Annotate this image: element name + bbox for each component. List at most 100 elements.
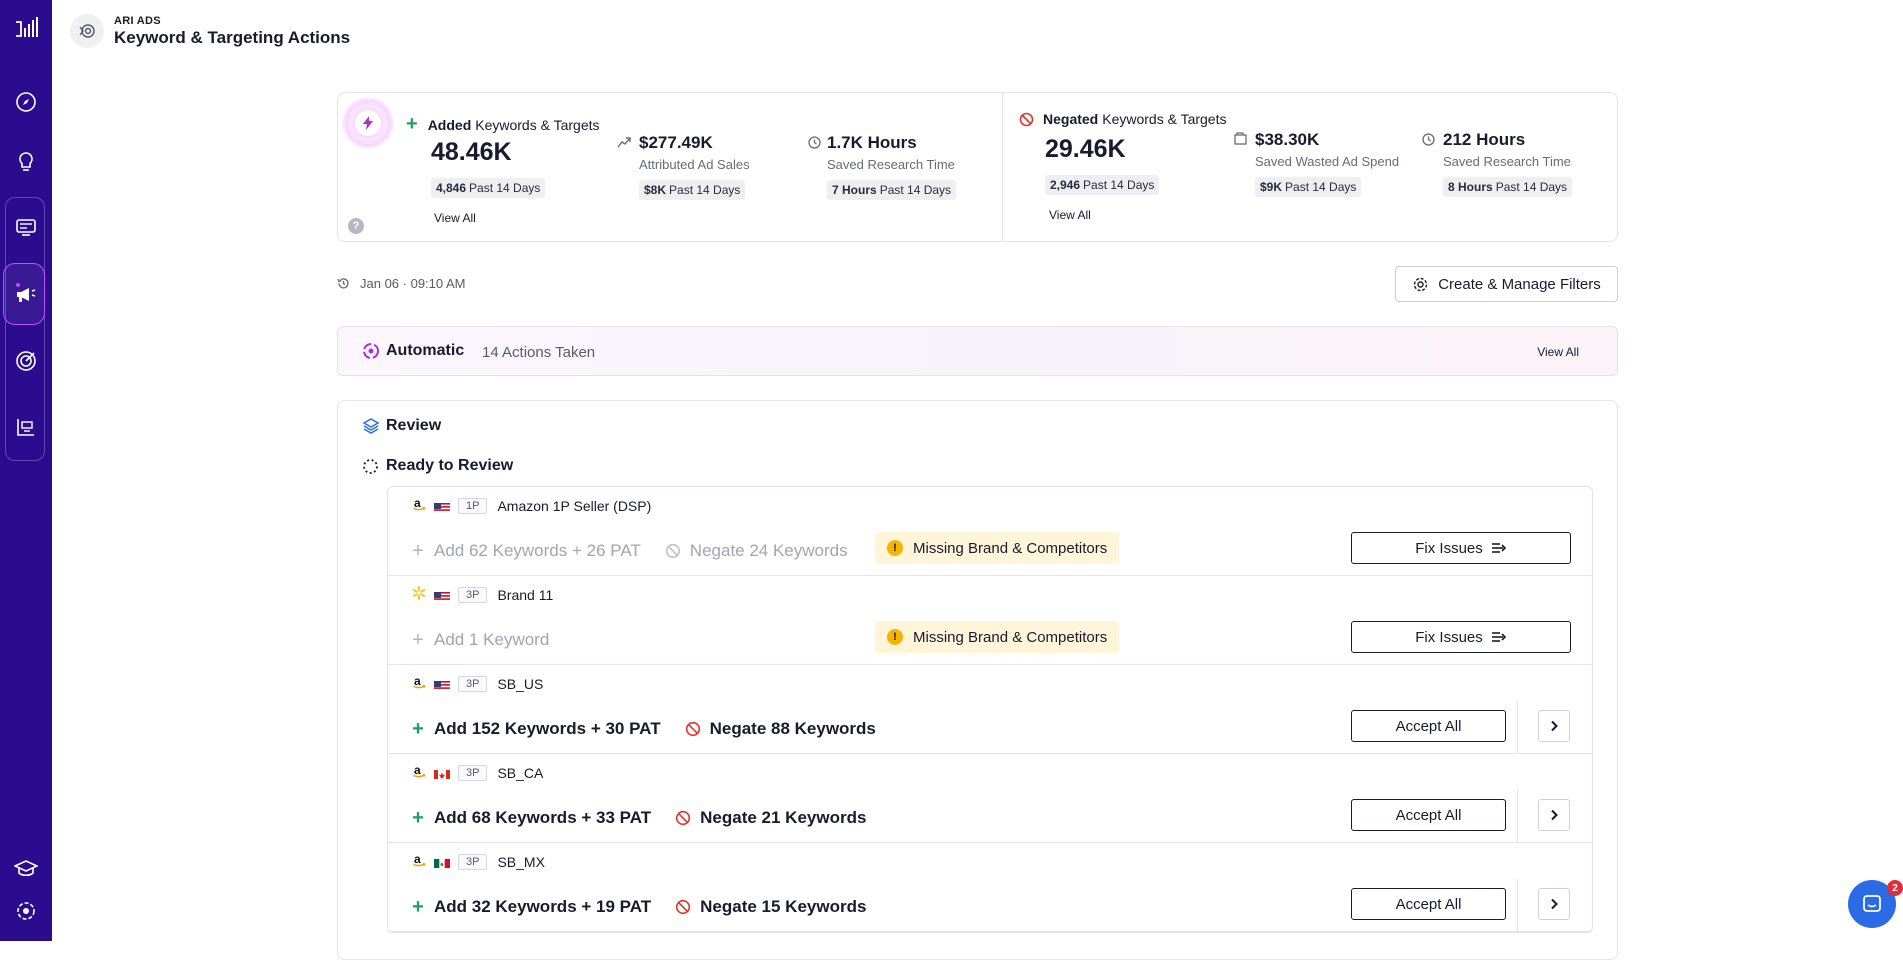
account-name: SB_CA: [497, 765, 544, 781]
plus-icon: +: [412, 895, 424, 918]
sales-period-pill: $8K Past 14 Days: [639, 180, 746, 200]
plus-icon: +: [412, 717, 424, 740]
chat-unread-badge: 2: [1887, 880, 1903, 896]
account-name: SB_US: [497, 676, 544, 692]
row-divider: [1517, 701, 1518, 754]
review-row: 3P Brand 11 + Add 1 Keyword ! Missing Brand &…: [388, 576, 1592, 665]
seller-type-chip: 3P: [458, 765, 488, 781]
automatic-view-all-link[interactable]: View All: [1537, 345, 1579, 359]
negate-keywords-action: Negate 21 Keywords: [675, 808, 866, 828]
seller-type-chip: 1P: [458, 498, 488, 514]
row-account-info: a 3P SB_US: [412, 674, 544, 693]
added-heading: + Added Keywords & Targets: [406, 113, 600, 135]
negate-keywords-action: Negate 24 Keywords: [665, 541, 848, 561]
block-icon: [685, 721, 700, 737]
analytics-icon[interactable]: [13, 414, 39, 440]
automatic-count: 14 Actions Taken: [482, 344, 596, 361]
flag-ca-icon: [434, 768, 450, 779]
svg-text:a: a: [414, 853, 421, 866]
negated-hours-caption: Saved Research Time: [1443, 154, 1571, 169]
row-account-info: a 3P SB_MX: [412, 852, 545, 872]
amazon-logo-icon: a: [412, 852, 426, 872]
target-icon[interactable]: [13, 348, 39, 374]
lightning-icon: [363, 116, 373, 130]
gear-icon: [1414, 277, 1428, 291]
flag-us-icon: [434, 590, 450, 601]
wallet-icon: [1234, 132, 1247, 145]
accept-all-button[interactable]: Accept All: [1351, 799, 1506, 831]
ready-to-review-title: Ready to Review: [386, 457, 514, 474]
create-manage-filters-button[interactable]: Create & Manage Filters: [1395, 266, 1618, 302]
expand-row-button[interactable]: [1538, 888, 1570, 920]
negated-total: 29.46K: [1045, 135, 1126, 163]
seller-type-chip: 3P: [458, 587, 488, 603]
account-name: SB_MX: [497, 854, 545, 870]
expand-row-button[interactable]: [1538, 799, 1570, 831]
chevron-right-icon: [1551, 898, 1558, 910]
row-actions: + Add 62 Keywords + 26 PAT Negate 24 Keywo…: [412, 536, 848, 566]
history-icon: [337, 278, 349, 289]
amazon-logo-icon: a: [412, 496, 426, 516]
stats-divider: [1002, 93, 1003, 241]
negated-hours-pill: 8 Hours Past 14 Days: [1443, 177, 1573, 197]
block-icon: [676, 899, 691, 915]
megaphone-icon[interactable]: [13, 281, 39, 307]
settings-eye-icon[interactable]: [13, 898, 39, 924]
add-keywords-action: + Add 152 Keywords + 30 PAT: [412, 717, 661, 740]
last-updated: Jan 06 · 09:10 AM: [337, 276, 466, 291]
plus-icon: +: [412, 628, 424, 651]
add-keywords-action: + Add 1 Keyword: [412, 628, 550, 651]
trend-up-icon: [617, 137, 631, 148]
block-icon: [665, 543, 680, 559]
plus-icon: +: [412, 806, 424, 829]
page-header: ARI ADS Keyword & Targeting Actions: [70, 14, 350, 48]
account-name: Amazon 1P Seller (DSP): [497, 498, 652, 514]
plus-icon: +: [406, 113, 418, 135]
svg-text:a: a: [414, 497, 421, 510]
sidebar-nav: [0, 0, 52, 941]
back-target-icon[interactable]: [70, 14, 104, 48]
clock-icon: [1422, 133, 1435, 146]
fix-issues-button[interactable]: Fix Issues: [1351, 532, 1571, 564]
compass-icon[interactable]: [13, 89, 39, 115]
row-account-info: a 3P SB_CA: [412, 763, 544, 783]
clock-icon: [808, 136, 821, 149]
review-row: a 3P SB_US + Add 152 Keywords + 30 PAT Negate…: [388, 665, 1592, 754]
add-keywords-action: + Add 68 Keywords + 33 PAT: [412, 806, 652, 829]
seller-type-chip: 3P: [458, 676, 488, 692]
help-icon[interactable]: ?: [348, 218, 364, 234]
lightbulb-icon[interactable]: [13, 149, 39, 175]
missing-brand-warning[interactable]: ! Missing Brand & Competitors: [875, 621, 1120, 653]
flag-mx-icon: [434, 857, 450, 868]
spend-caption: Saved Wasted Ad Spend: [1255, 154, 1400, 169]
added-hours-pill: 7 Hours Past 14 Days: [827, 180, 957, 200]
amazon-logo-icon: a: [412, 763, 426, 783]
walmart-logo-icon: [412, 585, 426, 605]
chat-icon: [1863, 895, 1881, 912]
accept-all-button[interactable]: Accept All: [1351, 710, 1506, 742]
review-panel: Review Ready to Review a 1P Amazon 1P Sell…: [337, 400, 1618, 960]
row-account-info: a 1P Amazon 1P Seller (DSP): [412, 496, 652, 516]
review-row: a 3P SB_MX + Add 32 Keywords + 19 PAT Negate …: [388, 843, 1592, 932]
app-logo-icon[interactable]: [13, 16, 39, 42]
added-total: 48.46K: [431, 138, 512, 166]
display-ads-icon[interactable]: [13, 214, 39, 240]
flag-us-icon: [434, 501, 450, 512]
negated-view-all-link[interactable]: View All: [1049, 208, 1091, 222]
graduation-cap-icon[interactable]: [13, 856, 39, 882]
review-title: Review: [386, 417, 442, 434]
spend-period-pill: $9K Past 14 Days: [1255, 177, 1362, 197]
expand-row-button[interactable]: [1538, 710, 1570, 742]
negated-period-pill: 2,946 Past 14 Days: [1045, 175, 1160, 195]
added-period-pill: 4,846 Past 14 Days: [431, 178, 546, 198]
review-row: a 1P Amazon 1P Seller (DSP) + Add 62 Keyword…: [388, 487, 1592, 576]
accept-all-button[interactable]: Accept All: [1351, 888, 1506, 920]
chevron-right-icon: [1551, 809, 1558, 821]
added-view-all-link[interactable]: View All: [434, 211, 476, 225]
sales-value: $277.49K: [639, 133, 713, 152]
missing-brand-warning[interactable]: ! Missing Brand & Competitors: [875, 532, 1120, 564]
negate-keywords-action: Negate 15 Keywords: [675, 897, 866, 917]
automatic-panel: Automatic 14 Actions Taken View All: [337, 326, 1618, 376]
review-list: a 1P Amazon 1P Seller (DSP) + Add 62 Keyword…: [387, 486, 1593, 933]
fix-issues-button[interactable]: Fix Issues: [1351, 621, 1571, 653]
